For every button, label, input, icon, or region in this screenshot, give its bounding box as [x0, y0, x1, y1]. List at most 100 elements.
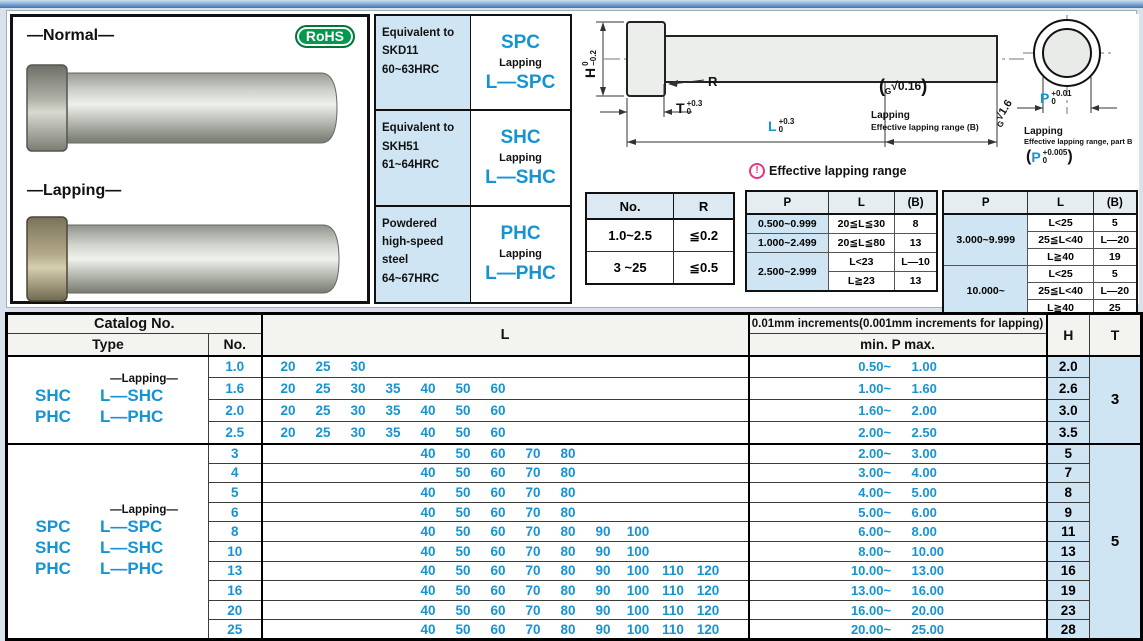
table-row: 13 40 50 60 70 80 90 100 110 120 10.00 ~13.00 16	[7, 560, 1142, 582]
p-max: 13.00	[911, 563, 945, 579]
material-name-line: 61~64HRC	[382, 159, 440, 172]
p-range-cell: 1.60 ~2.00	[748, 399, 1048, 422]
l-value	[656, 381, 691, 396]
l-value	[621, 505, 656, 520]
type-cell: —Lapping— SHC L—SHC PHC L—PHC	[6, 354, 209, 444]
table-row: 2.0 20 25 30 35 40 50 60 1.60 ~2.00 3.0	[7, 399, 1142, 422]
range-separator: ~	[883, 465, 892, 481]
l-value: 90	[595, 563, 611, 579]
l-value: 80	[560, 543, 576, 559]
l-value	[516, 403, 551, 418]
h-value-cell: 3.0	[1046, 399, 1090, 422]
l-value: 30	[350, 381, 366, 396]
l-value	[376, 583, 411, 598]
l-value: 40	[420, 504, 436, 520]
value-cell: ≦0.5	[673, 251, 735, 285]
l-value: 50	[455, 582, 471, 598]
p-range: 8.00 ~10.00	[750, 544, 1045, 559]
table-row: 0.500~0.999 20≦L≦30 8	[745, 213, 938, 234]
table-header-row: No. R	[585, 192, 735, 220]
no-cell: 20	[208, 599, 263, 621]
l-value: 80	[560, 602, 576, 618]
l-value	[656, 403, 691, 418]
l-value: 40	[420, 465, 436, 481]
l-value	[621, 359, 656, 374]
lapping-type-code: L—PHC	[100, 406, 164, 426]
p-dimension-label: P +0.01 0	[1040, 89, 1072, 107]
type-line: SPC L—SPC	[24, 517, 192, 537]
l-value	[306, 505, 341, 520]
range-separator: ~	[883, 424, 892, 440]
l-value	[306, 622, 341, 637]
material-row: Powdered high-speed steel 64~67HRC PHC Lappin…	[376, 206, 570, 302]
h-value-cell: 7	[1046, 462, 1090, 484]
range-separator: ~	[883, 504, 892, 520]
b-value-cell: 19	[1092, 248, 1138, 266]
h-value-cell: 8	[1046, 482, 1090, 503]
l-values-grid: 40 50 60 70 80 90 100	[263, 543, 747, 559]
no-cell: 3	[208, 442, 263, 464]
r-dimension-label: R	[708, 74, 718, 89]
l-value: 50	[455, 446, 471, 462]
l-value	[621, 465, 656, 480]
range-separator: ~	[883, 359, 892, 375]
t-dimension-label: T +0.3 0	[676, 99, 703, 117]
lapping-type-code: L—SPC	[100, 516, 163, 536]
l-value	[656, 465, 691, 480]
h-value-cell: 2.0	[1046, 354, 1090, 378]
l-value	[621, 381, 656, 396]
material-spec-table: Equivalent to SKD11 60~63HRC SPC Lapping L—SP…	[374, 14, 572, 304]
l-value	[376, 603, 411, 618]
l-value: 20	[280, 424, 296, 440]
l-value: 25	[315, 381, 331, 396]
l-values-cell: 40 50 60 70 80 90 100	[261, 540, 750, 562]
technical-drawing: H 0−0.2 T +0.30 L +0.30 R G√0.16 G√1.6 L…	[576, 14, 1139, 318]
range-separator: ~	[883, 381, 892, 396]
l-value: 35	[385, 381, 401, 396]
material-name-line: 64~67HRC	[382, 272, 440, 285]
p-range: 1.00 ~1.60	[750, 381, 1045, 396]
type-code: SPC	[35, 516, 71, 536]
p-max: 3.00	[911, 446, 937, 462]
l-values-grid: 20 25 30 35 40 50 60	[263, 381, 747, 396]
range-separator: ~	[883, 446, 892, 462]
l-value	[621, 446, 656, 461]
l-value	[341, 583, 376, 598]
l-value	[306, 485, 341, 500]
end-lapping-note: Lapping	[1024, 126, 1063, 137]
l-value	[271, 622, 306, 637]
type-line: SHC L—SHC	[24, 538, 192, 558]
l-value	[586, 446, 621, 461]
l-value	[271, 505, 306, 520]
l-value	[586, 465, 621, 480]
effective-lapping-range-title: ! Effective lapping range	[749, 163, 907, 179]
p-range-cell: 10.00 ~13.00	[748, 560, 1048, 582]
l-value: 20	[280, 359, 296, 375]
l-range-cell: L<25	[1027, 213, 1094, 232]
table-row: 3.000~9.999 L<25 5	[942, 213, 1138, 266]
l-value	[691, 505, 726, 520]
l-value: 60	[490, 543, 506, 559]
p-range-cell: 2.00 ~3.00	[748, 442, 1048, 464]
p-max: 2.00	[911, 403, 937, 418]
l-values-grid: 40 50 60 70 80 90 100 110 120	[263, 602, 747, 618]
l-value	[551, 403, 586, 418]
l-value: 25	[315, 424, 331, 440]
l-value: 70	[525, 582, 541, 598]
p-max: 8.00	[911, 524, 937, 540]
l-value	[656, 425, 691, 440]
l-value	[376, 446, 411, 461]
p-max: 2.50	[911, 424, 937, 440]
l-value: 20	[280, 381, 296, 396]
l-value	[411, 359, 446, 374]
l-value: 70	[525, 543, 541, 559]
l-value: 40	[420, 446, 436, 462]
l-value	[306, 544, 341, 559]
lapping-type-code: L—SHC	[100, 537, 164, 557]
l-value: 60	[490, 381, 506, 396]
table-header-row: P L (B)	[745, 190, 938, 215]
l-value: 50	[455, 381, 471, 396]
type-line: PHC L—PHC	[24, 407, 192, 427]
l-value: 70	[525, 484, 541, 500]
